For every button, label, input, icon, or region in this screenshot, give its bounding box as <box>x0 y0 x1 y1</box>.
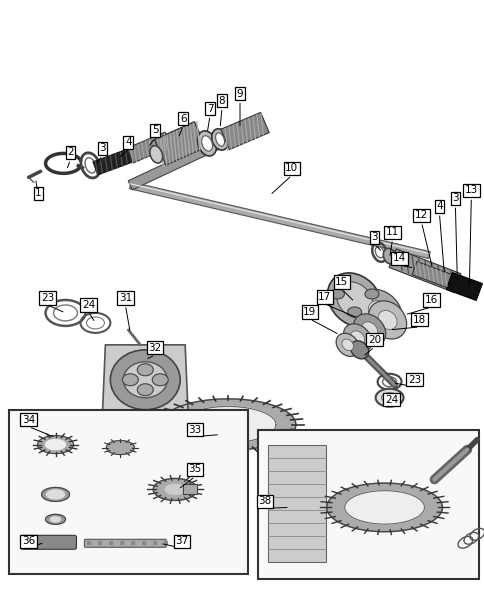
Polygon shape <box>154 122 205 165</box>
Text: 15: 15 <box>334 277 348 287</box>
FancyBboxPatch shape <box>84 540 166 547</box>
Polygon shape <box>153 478 197 501</box>
Ellipse shape <box>152 374 168 386</box>
Ellipse shape <box>368 301 406 339</box>
Ellipse shape <box>330 289 344 299</box>
Text: 9: 9 <box>236 88 243 98</box>
Ellipse shape <box>375 389 403 406</box>
Text: 14: 14 <box>392 253 405 263</box>
Polygon shape <box>129 182 429 259</box>
Polygon shape <box>106 441 134 455</box>
FancyBboxPatch shape <box>9 410 247 574</box>
Ellipse shape <box>335 333 359 356</box>
Ellipse shape <box>350 341 368 359</box>
Polygon shape <box>38 436 74 454</box>
Text: 24: 24 <box>384 395 397 405</box>
Ellipse shape <box>137 384 153 396</box>
Text: 37: 37 <box>175 537 188 546</box>
Text: 4: 4 <box>435 201 442 211</box>
Ellipse shape <box>137 364 153 376</box>
Text: 8: 8 <box>218 95 225 105</box>
Ellipse shape <box>110 350 180 410</box>
Ellipse shape <box>364 289 378 299</box>
FancyBboxPatch shape <box>267 445 325 562</box>
Polygon shape <box>326 483 441 532</box>
Text: 19: 19 <box>302 307 316 317</box>
Text: 24: 24 <box>82 300 95 310</box>
Text: 3: 3 <box>99 143 106 153</box>
Text: 32: 32 <box>148 343 162 353</box>
Text: 6: 6 <box>180 114 186 124</box>
Polygon shape <box>42 488 69 501</box>
Text: 38: 38 <box>258 497 271 507</box>
Ellipse shape <box>361 322 377 338</box>
Polygon shape <box>45 514 65 524</box>
Text: 18: 18 <box>412 315 425 325</box>
Text: 23: 23 <box>407 375 420 385</box>
Text: 13: 13 <box>464 186 477 196</box>
Polygon shape <box>411 262 451 287</box>
Ellipse shape <box>378 310 396 329</box>
Ellipse shape <box>197 131 216 156</box>
Text: 5: 5 <box>151 125 158 135</box>
Ellipse shape <box>343 324 371 352</box>
Polygon shape <box>165 485 185 494</box>
Ellipse shape <box>123 362 167 398</box>
Text: 3: 3 <box>451 193 458 203</box>
Polygon shape <box>220 112 269 150</box>
Text: 16: 16 <box>424 295 437 305</box>
Text: 17: 17 <box>318 292 331 302</box>
Ellipse shape <box>122 374 138 386</box>
Ellipse shape <box>347 307 361 317</box>
Polygon shape <box>344 491 424 524</box>
Text: 2: 2 <box>67 147 74 157</box>
Text: 34: 34 <box>22 415 35 425</box>
Polygon shape <box>160 399 295 451</box>
Text: 4: 4 <box>125 137 131 147</box>
Text: 33: 33 <box>188 425 201 435</box>
Polygon shape <box>388 249 460 292</box>
FancyBboxPatch shape <box>21 535 76 550</box>
Text: 12: 12 <box>414 210 427 220</box>
FancyBboxPatch shape <box>257 429 478 579</box>
Polygon shape <box>127 132 171 163</box>
Polygon shape <box>46 490 64 499</box>
Ellipse shape <box>381 393 397 403</box>
Ellipse shape <box>341 339 353 350</box>
Ellipse shape <box>215 133 224 146</box>
Text: 7: 7 <box>206 104 213 114</box>
Text: 20: 20 <box>367 335 380 345</box>
Ellipse shape <box>150 145 162 163</box>
Text: 35: 35 <box>188 465 201 475</box>
Polygon shape <box>445 273 482 300</box>
Text: 23: 23 <box>41 293 54 303</box>
Ellipse shape <box>201 135 212 151</box>
Ellipse shape <box>356 289 401 335</box>
Polygon shape <box>128 120 261 190</box>
Text: 31: 31 <box>119 293 132 303</box>
Polygon shape <box>45 439 65 449</box>
Ellipse shape <box>211 129 228 150</box>
Polygon shape <box>183 485 197 494</box>
Polygon shape <box>93 149 133 175</box>
Text: 11: 11 <box>385 227 398 237</box>
Ellipse shape <box>336 282 372 318</box>
Polygon shape <box>102 345 188 415</box>
Text: 3: 3 <box>371 232 377 242</box>
Polygon shape <box>50 517 60 522</box>
Ellipse shape <box>382 249 395 264</box>
Ellipse shape <box>327 273 381 327</box>
Text: 10: 10 <box>285 163 298 173</box>
Ellipse shape <box>350 331 364 345</box>
Ellipse shape <box>353 314 385 346</box>
Ellipse shape <box>367 300 390 323</box>
Polygon shape <box>180 406 275 443</box>
Text: 1: 1 <box>35 188 42 198</box>
Text: 36: 36 <box>22 537 35 546</box>
